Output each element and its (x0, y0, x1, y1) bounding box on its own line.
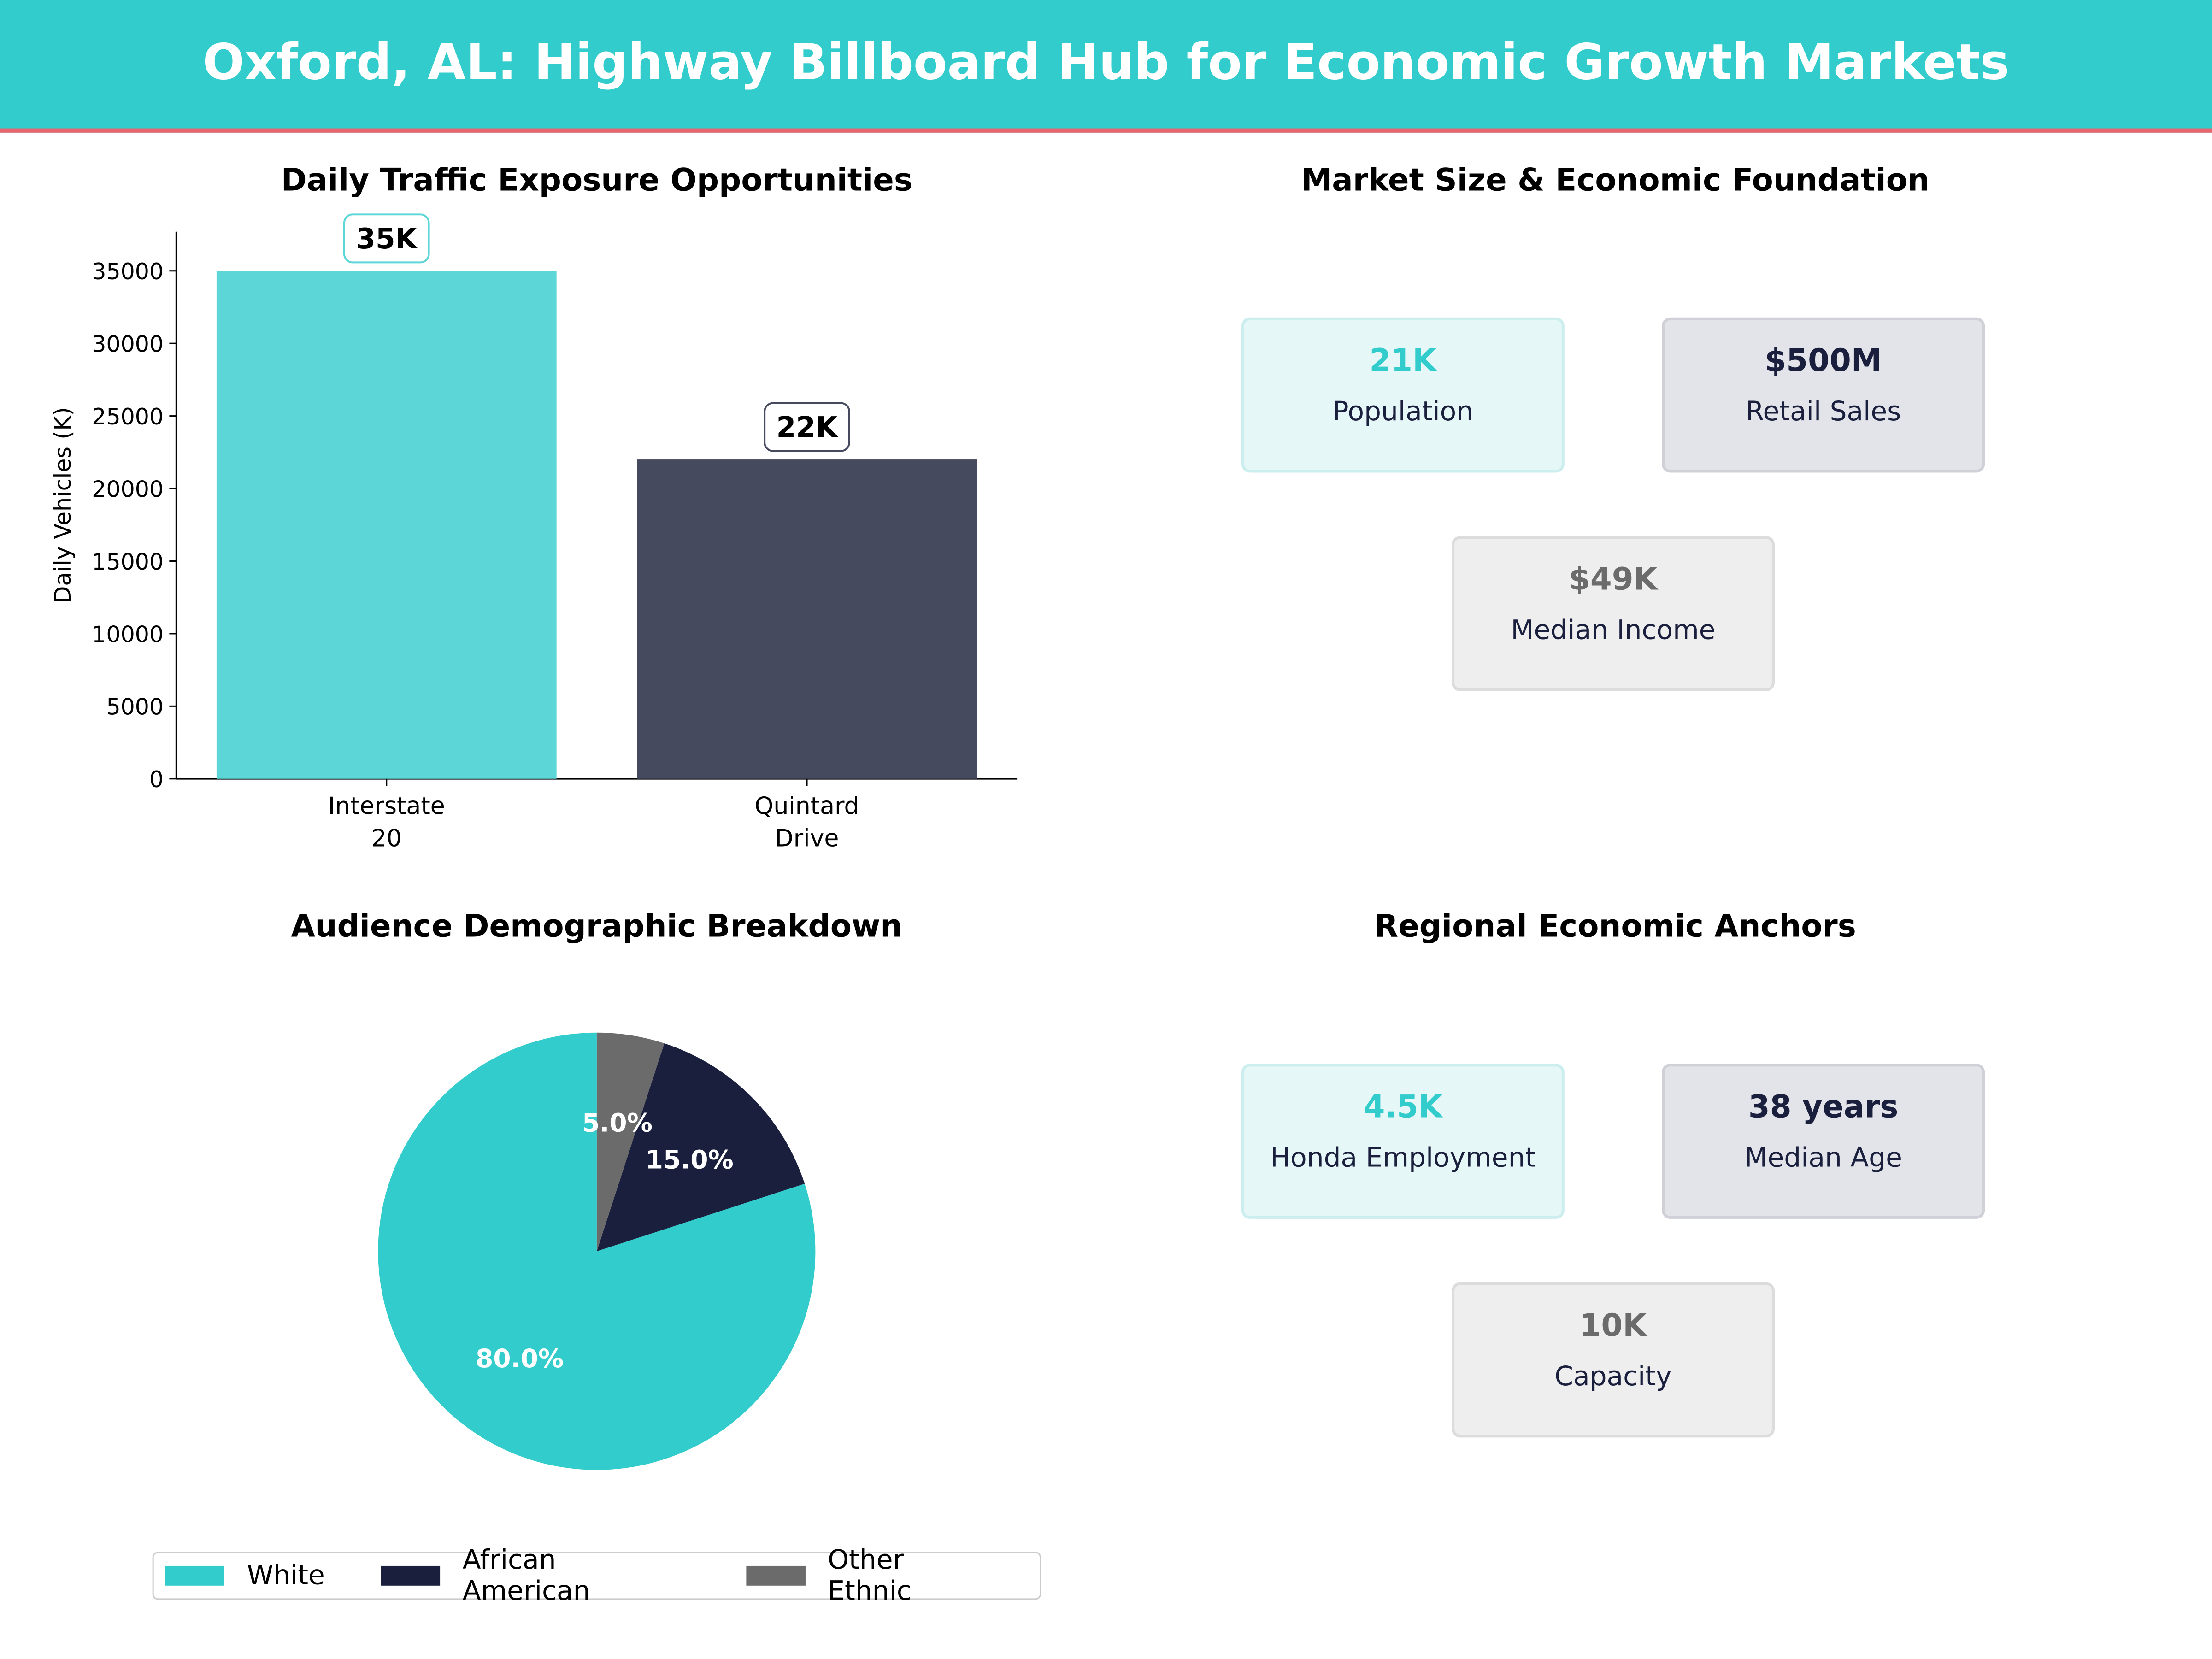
y-tick-label: 35000 (92, 259, 164, 285)
bar-chart-title: Daily Traffic Exposure Opportunities (281, 164, 912, 199)
card-label: Honda Employment (1270, 1142, 1536, 1174)
header-banner: Oxford, AL: Highway Billboard Hub for Ec… (0, 0, 2212, 133)
card-value: 38 years (1748, 1090, 1899, 1126)
legend-swatch (746, 1565, 806, 1586)
x-tick-label: 20 (371, 825, 402, 853)
honda-employment-card: 4.5K Honda Employment (1241, 1064, 1565, 1219)
page-title: Oxford, AL: Highway Billboard Hub for Ec… (202, 35, 2010, 92)
retail-sales-card: $500M Retail Sales (1662, 317, 1985, 473)
slice-label: 80.0% (476, 1344, 564, 1373)
legend-label: African American (462, 1545, 590, 1607)
legend-swatch (165, 1565, 224, 1586)
y-tick-label: 25000 (92, 404, 164, 430)
y-tick-label: 10000 (92, 621, 164, 647)
pie-slice (596, 1032, 665, 1252)
legend-swatch (381, 1565, 440, 1586)
y-tick-label: 0 (149, 766, 164, 793)
data-label-box (343, 213, 430, 264)
pie-slice (596, 1043, 805, 1252)
population-card: 21K Population (1241, 317, 1565, 473)
legend-item-african-american: African American (381, 1545, 690, 1607)
bar-chart: 0 5000 10000 15000 20000 25000 30000 35000 Daily… (50, 213, 1018, 853)
card-label: Retail Sales (1745, 396, 1901, 428)
capacity-card: 10K Capacity (1451, 1282, 1775, 1438)
market-title: Market Size & Economic Foundation (1301, 164, 1930, 199)
slice-label: 5.0% (582, 1108, 653, 1138)
bar (637, 459, 977, 779)
median-income-card: $49K Median Income (1451, 536, 1775, 691)
card-label: Median Age (1744, 1142, 1902, 1174)
y-tick-label: 15000 (92, 549, 164, 575)
card-label: Capacity (1554, 1361, 1672, 1393)
data-label: 22K (777, 411, 839, 444)
slice-label: 15.0% (646, 1145, 734, 1174)
legend-item-white: White (165, 1560, 325, 1591)
y-tick-label: 20000 (92, 476, 164, 502)
card-value: $49K (1569, 563, 1658, 598)
anchors-title: Regional Economic Anchors (1374, 910, 1856, 946)
card-label: Population (1332, 396, 1474, 428)
legend-item-other-ethnic: Other Ethnic (746, 1545, 994, 1607)
pie-chart: 80.0% 15.0% 5.0% (378, 1032, 816, 1470)
median-age-card: 38 years Median Age (1662, 1064, 1985, 1219)
bar (216, 271, 557, 779)
x-tick-label: Drive (775, 825, 839, 853)
y-tick-label: 5000 (106, 694, 164, 720)
card-value: 21K (1369, 344, 1437, 380)
card-value: $500M (1765, 344, 1882, 380)
card-value: 10K (1579, 1309, 1647, 1345)
legend-label: Other Ethnic (828, 1545, 912, 1607)
pie-chart-title: Audience Demographic Breakdown (291, 910, 903, 946)
x-tick-label: Quintard (754, 792, 859, 820)
data-label: 35K (356, 223, 418, 255)
card-value: 4.5K (1363, 1090, 1443, 1126)
card-label: Median Income (1511, 615, 1716, 647)
legend-label: White (247, 1560, 325, 1592)
y-tick-label: 30000 (92, 331, 164, 358)
pie-slice (378, 1032, 816, 1470)
pie-legend: White African American Other Ethnic (152, 1545, 1041, 1607)
data-label-box (764, 402, 850, 452)
y-axis-label: Daily Vehicles (K) (50, 407, 76, 603)
x-tick-label: Interstate (328, 792, 445, 820)
